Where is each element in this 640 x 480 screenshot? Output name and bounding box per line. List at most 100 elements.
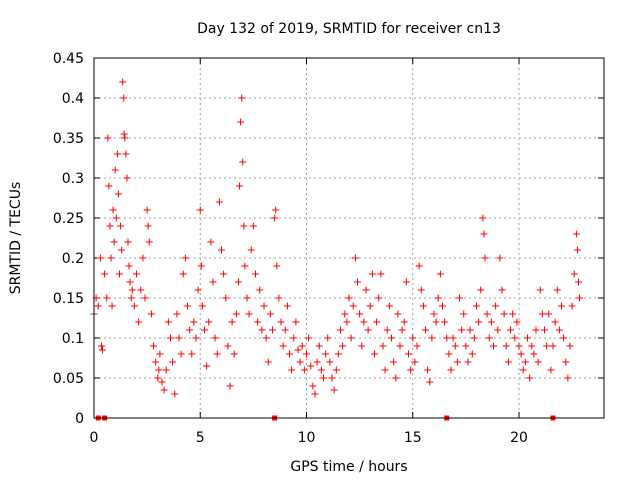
data-point xyxy=(481,254,489,262)
data-point xyxy=(105,182,113,190)
data-point xyxy=(349,302,357,310)
data-point xyxy=(551,318,559,326)
data-points xyxy=(90,78,584,421)
data-point xyxy=(371,350,378,358)
data-point xyxy=(269,326,276,334)
data-point xyxy=(498,286,506,294)
data-point xyxy=(237,118,245,126)
data-point xyxy=(436,270,444,278)
data-point xyxy=(475,318,483,326)
data-point xyxy=(124,238,132,246)
data-point xyxy=(332,366,340,374)
x-tick-label: 0 xyxy=(90,430,99,446)
data-point xyxy=(368,270,376,278)
y-tick-label: 0.3 xyxy=(62,171,84,187)
data-point xyxy=(536,286,544,294)
data-point xyxy=(243,294,251,302)
data-point xyxy=(167,334,174,342)
data-point xyxy=(558,302,565,310)
data-point xyxy=(517,350,525,358)
data-point xyxy=(184,302,191,310)
x-tick-label: 15 xyxy=(404,430,422,446)
data-point xyxy=(175,334,183,342)
y-tick-label: 0.25 xyxy=(53,211,84,227)
data-point xyxy=(218,246,225,254)
data-point xyxy=(126,278,134,286)
data-point xyxy=(144,222,152,230)
data-point xyxy=(496,254,504,262)
axis-ticks xyxy=(93,57,604,419)
data-point xyxy=(196,206,204,214)
y-tick-label: 0 xyxy=(75,411,84,427)
data-point xyxy=(568,302,576,310)
data-point xyxy=(377,270,385,278)
data-point xyxy=(513,318,521,326)
data-point xyxy=(262,334,270,342)
data-point xyxy=(110,238,118,246)
data-point xyxy=(194,286,202,294)
data-point xyxy=(228,318,236,326)
data-point xyxy=(570,270,578,278)
data-point xyxy=(152,358,160,366)
data-point xyxy=(373,318,381,326)
data-point xyxy=(286,350,293,358)
data-point xyxy=(483,310,491,318)
data-point xyxy=(360,318,368,326)
data-point xyxy=(162,366,170,374)
data-point xyxy=(415,262,423,270)
data-point xyxy=(413,342,421,350)
data-point xyxy=(198,302,206,310)
data-point xyxy=(460,310,468,318)
data-point xyxy=(466,326,474,334)
data-point xyxy=(283,302,291,310)
data-point xyxy=(264,358,272,366)
data-point xyxy=(307,362,315,370)
data-point xyxy=(113,150,121,158)
data-point xyxy=(434,294,442,302)
data-point xyxy=(137,286,145,294)
data-point xyxy=(426,378,434,386)
chart-title: Day 132 of 2019, SRMTID for receiver cn1… xyxy=(197,21,501,37)
data-point xyxy=(247,246,255,254)
data-point xyxy=(576,294,584,302)
data-point xyxy=(507,326,514,334)
data-point xyxy=(366,302,374,310)
data-point xyxy=(135,318,143,326)
data-point xyxy=(125,262,133,270)
data-point xyxy=(277,318,285,326)
data-point xyxy=(324,334,332,342)
data-point xyxy=(356,310,364,318)
y-tick-label: 0.35 xyxy=(53,131,84,147)
data-point xyxy=(296,358,304,366)
data-point xyxy=(547,366,555,374)
data-point xyxy=(379,342,387,350)
data-point xyxy=(385,302,393,310)
data-point xyxy=(154,374,162,382)
data-point xyxy=(538,310,546,318)
data-point xyxy=(405,350,412,358)
data-point xyxy=(147,310,155,318)
data-point xyxy=(173,310,181,318)
data-point xyxy=(456,294,463,302)
data-point xyxy=(553,286,561,294)
data-point xyxy=(120,130,128,138)
data-point xyxy=(249,222,257,230)
data-point xyxy=(477,286,485,294)
data-point xyxy=(311,390,319,398)
x-axis-label: GPS time / hours xyxy=(290,459,407,475)
data-point xyxy=(226,382,234,390)
data-point xyxy=(566,342,574,350)
data-point xyxy=(118,246,126,254)
data-point xyxy=(341,310,349,318)
data-point xyxy=(281,326,289,334)
data-point xyxy=(224,342,232,350)
data-point xyxy=(528,342,536,350)
data-point xyxy=(521,358,529,366)
data-point xyxy=(479,214,487,222)
data-point xyxy=(169,358,177,366)
data-point xyxy=(101,270,109,278)
data-point xyxy=(279,342,287,350)
data-point xyxy=(519,366,527,374)
data-point xyxy=(564,374,572,382)
data-point xyxy=(396,342,404,350)
